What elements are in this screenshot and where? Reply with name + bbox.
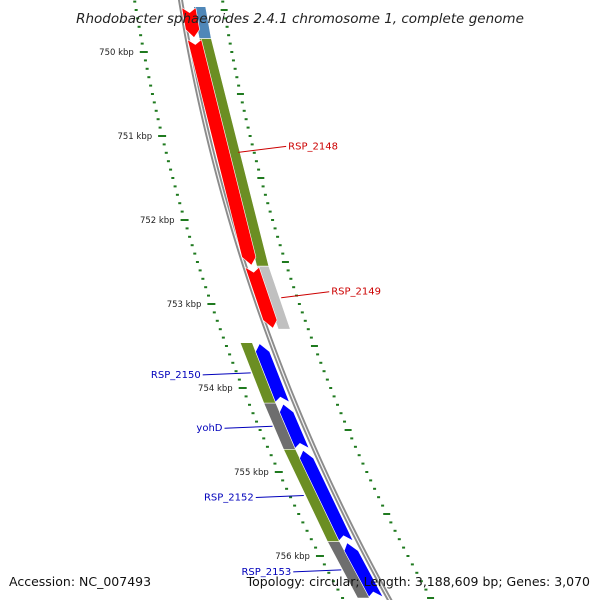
scale-labels: 750 kbp 751 kbp 752 kbp 753 kbp 754 kbp 755 k…	[99, 48, 310, 562]
gene-arrow-rsp_2152[interactable]	[299, 449, 354, 542]
gene-label-yohd[interactable]: yohD	[196, 423, 222, 434]
scale-label: 754 kbp	[198, 384, 233, 394]
scale-label: 756 kbp	[275, 552, 310, 562]
gene-arrow-rsp_2148[interactable]	[186, 38, 257, 266]
map-title: Rhodobacter sphaeroides 2.4.1 chromosome…	[76, 11, 524, 27]
gene-arrow-rsp_2149[interactable]	[244, 266, 278, 329]
label-connector	[293, 569, 342, 573]
cog-band-rsp_2153[interactable]	[327, 541, 371, 599]
scale-label: 753 kbp	[167, 300, 202, 310]
gene-arrow-yohd[interactable]	[279, 403, 310, 449]
label-connector	[281, 291, 330, 299]
gene-label-rsp_2149[interactable]: RSP_2149	[331, 287, 381, 298]
gene-labels: RSP_2148 RSP_2149 RSP_2150 yohD RSP_2152 RSP_…	[151, 141, 381, 577]
scale-label: 751 kbp	[117, 132, 152, 142]
gene-label-rsp_2152[interactable]: RSP_2152	[204, 493, 254, 504]
gene-label-rsp_2148[interactable]: RSP_2148	[288, 141, 338, 152]
scale-label: 750 kbp	[99, 48, 134, 58]
gene-arrow-rsp_2150[interactable]	[255, 343, 290, 403]
gene-arrow-unnamed[interactable]	[181, 7, 200, 39]
gene-label-rsp_2150[interactable]: RSP_2150	[151, 370, 201, 381]
gene-label-rsp_2153[interactable]: RSP_2153	[241, 567, 291, 578]
accession-text: Accession: NC_007493	[9, 574, 151, 589]
genome-summary-text: Topology: circular; Length: 3,188,609 bp…	[246, 574, 590, 589]
label-connector	[202, 372, 251, 376]
scale-ticks	[133, 0, 435, 599]
label-connector	[238, 145, 287, 153]
label-connector	[224, 425, 273, 429]
scale-label: 752 kbp	[140, 216, 175, 226]
scale-label: 755 kbp	[234, 468, 269, 478]
gene-arrow-rsp_2153[interactable]	[343, 542, 384, 598]
gene-features	[181, 6, 384, 599]
label-connector	[255, 495, 304, 499]
